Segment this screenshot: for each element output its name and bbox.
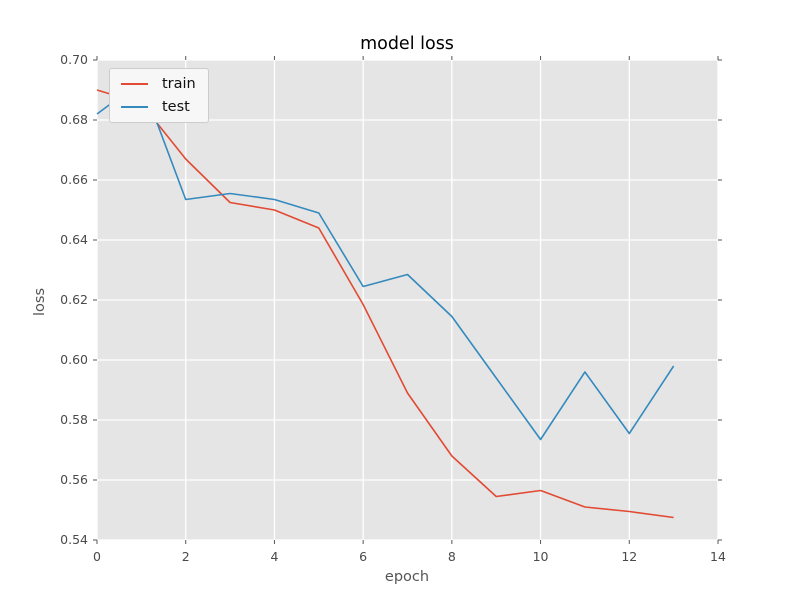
test-line xyxy=(96,80,675,441)
train-line xyxy=(96,89,674,519)
train-line-sample xyxy=(121,83,148,86)
x-axis-label: epoch xyxy=(384,569,430,585)
legend-label-train: train xyxy=(162,76,196,92)
chart-title: model loss xyxy=(360,34,454,54)
test-line-sample xyxy=(121,105,148,108)
legend-item-train: train xyxy=(121,77,208,92)
legend-label-test: test xyxy=(162,98,190,115)
y-axis-label: loss xyxy=(32,287,48,317)
legend: train test xyxy=(109,68,209,123)
legend-item-test: test xyxy=(121,98,208,115)
